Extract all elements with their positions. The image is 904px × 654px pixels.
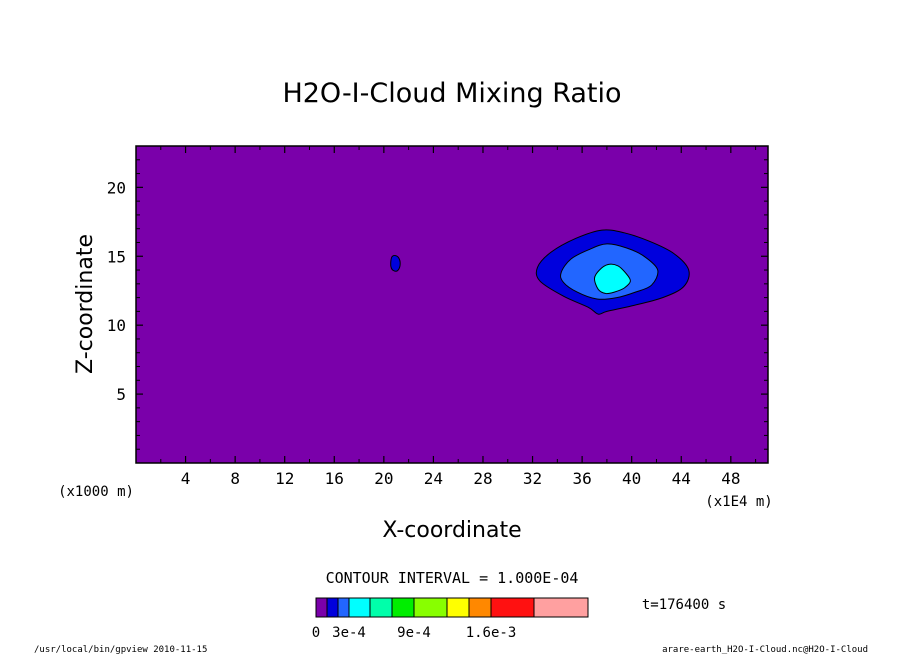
colorbar-swatch [446,597,470,618]
x-tick-labels: 4 8 12 16 20 24 28 32 36 40 44 48 [181,469,741,488]
colorbar-label: 0 [312,625,320,641]
colorbar-swatch [391,597,415,618]
x-tick-label: 40 [622,469,641,488]
colorbar [315,597,589,618]
colorbar-swatch [369,597,393,618]
colorbar-label: 1.6e-3 [466,625,517,641]
colorbar-swatch [533,597,589,618]
x-tick-label: 20 [374,469,393,488]
y-tick-label: 20 [107,178,126,197]
x-tick-label: 8 [230,469,240,488]
x-axis-label: X-coordinate [382,518,521,543]
axis-ticks [136,146,768,463]
x-axis-unit: (x1E4 m) [705,494,772,510]
x-tick-label: 48 [721,469,740,488]
x-tick-label: 24 [424,469,443,488]
colorbar-swatch [468,597,492,618]
x-tick-label: 36 [572,469,591,488]
y-tick-label: 10 [107,316,126,335]
colorbar-swatch [413,597,448,618]
x-tick-label: 28 [473,469,492,488]
colorbar-swatch [348,597,371,618]
colorbar-label: 9e-4 [397,625,431,641]
x-tick-label: 32 [523,469,542,488]
x-tick-label: 16 [325,469,344,488]
plot-area [135,145,769,464]
x-tick-label: 12 [275,469,294,488]
plot-background [136,146,768,463]
footer-left: /usr/local/bin/gpview 2010-11-15 [34,645,207,654]
small-cloud-level-1 [390,254,401,272]
colorbar-label: 3e-4 [332,625,366,641]
contour-interval-label: CONTOUR INTERVAL = 1.000E-04 [326,569,579,587]
y-tick-label: 5 [116,385,126,404]
colorbar-labels: 0 3e-4 9e-4 1.6e-3 [312,625,517,641]
colorbar-swatch [337,597,350,618]
colorbar-swatch [326,597,339,618]
colorbar-swatch [315,597,328,618]
main-cloud-level-3 [593,263,631,295]
y-tick-label: 15 [107,247,126,266]
contour-regions [390,229,690,315]
y-axis-unit: (x1000 m) [58,484,134,500]
colorbar-swatch [490,597,535,618]
y-tick-labels: 5 10 15 20 [107,178,126,404]
y-axis-label: Z-coordinate [73,234,98,374]
plot-frame [135,145,769,464]
footer-right: arare-earth_H2O-I-Cloud.nc@H2O-I-Cloud [662,645,868,654]
x-tick-label: 44 [672,469,691,488]
time-label: t=176400 s [642,597,726,613]
x-tick-label: 4 [181,469,191,488]
chart-title: H2O-I-Cloud Mixing Ratio [282,78,621,109]
